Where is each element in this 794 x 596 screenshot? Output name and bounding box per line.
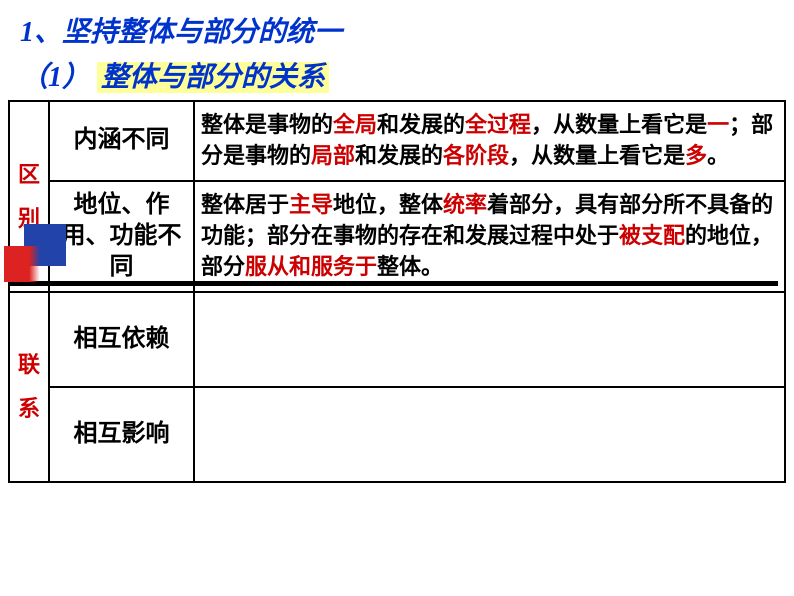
- desc-affect-empty: [194, 387, 785, 482]
- table-row: 相互影响: [9, 387, 785, 482]
- content-table: 区别 内涵不同 整体是事物的全局和发展的全过程，从数量上看它是一；部分是事物的局…: [8, 100, 786, 483]
- sub-title: （1） 整体与部分的关系: [0, 55, 794, 100]
- table-row: 联系 相互依赖: [9, 292, 785, 387]
- aspect-depend: 相互依赖: [49, 292, 194, 387]
- desc-connotation: 整体是事物的全局和发展的全过程，从数量上看它是一；部分是事物的局部和发展的各阶段…: [194, 101, 785, 181]
- aspect-connotation: 内涵不同: [49, 101, 194, 181]
- thick-divider-line: [8, 281, 778, 286]
- main-title: 1、坚持整体与部分的统一: [0, 0, 794, 55]
- red-square-icon: [4, 246, 40, 282]
- desc-function: 整体居于主导地位，整体统率着部分，具有部分所不具备的功能；部分在事物的存在和发展…: [194, 181, 785, 293]
- decoration-squares: [0, 218, 80, 298]
- category-connection: 联系: [9, 292, 49, 482]
- table-row: 区别 内涵不同 整体是事物的全局和发展的全过程，从数量上看它是一；部分是事物的局…: [9, 101, 785, 181]
- aspect-affect: 相互影响: [49, 387, 194, 482]
- subtitle-prefix: （1）: [20, 62, 90, 93]
- table-row: 地位、作用、功能不同 整体居于主导地位，整体统率着部分，具有部分所不具备的功能；…: [9, 181, 785, 293]
- subtitle-highlight: 整体与部分的关系: [97, 62, 329, 93]
- desc-depend-empty: [194, 292, 785, 387]
